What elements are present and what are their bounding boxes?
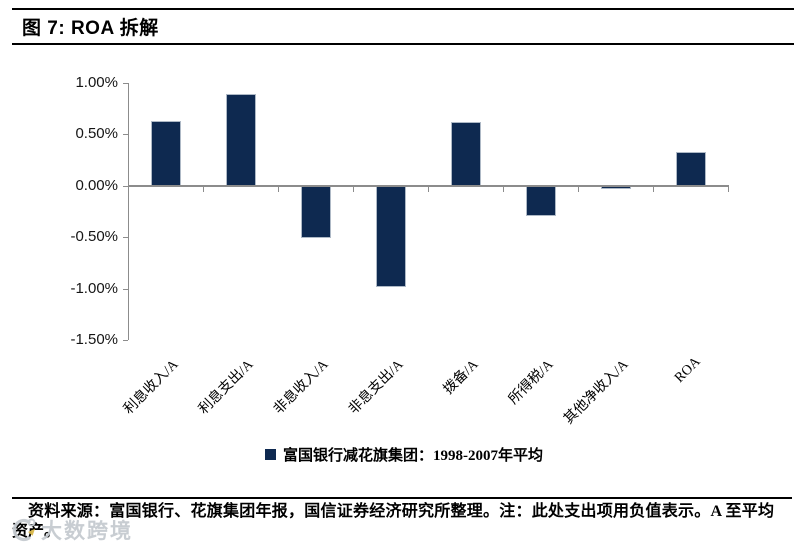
bar-非息支出/A [375,185,406,287]
bar-所得税/A [525,185,556,216]
y-tick-mark [123,288,128,290]
plot-area: 1.00% 0.50% 0.00% -0.50% -1.00% -1.50% 利息收入/A 利… [0,60,808,497]
x-tick-mark [203,185,204,192]
bar-非息收入/A [300,185,331,239]
header-bottom-rule [12,43,794,45]
y-tick-mark [123,83,128,84]
roa-decomposition-chart: 1.00% 0.50% 0.00% -0.50% -1.00% -1.50% 利息收入/A 利… [0,60,808,497]
legend: 富国银行减花旗集团：1998-2007年平均 [0,444,808,465]
bar-利息收入/A [150,121,181,186]
x-tick-mark [653,185,654,192]
legend-label: 富国银行减花旗集团：1998-2007年平均 [283,448,543,464]
x-tick-mark [578,185,579,192]
watermark-label: 大数跨境 [41,520,133,543]
y-tick-mark [123,237,128,239]
header-top-rule [12,8,794,10]
x-tick-mark [278,185,279,192]
bar-利息支出/A [225,94,256,186]
watermark-logo-icon [12,518,36,542]
y-tick-mark [123,134,128,136]
x-tick-mark [353,185,354,192]
footer: 资料来源：富国银行、花旗集团年报，国信证券经济研究所整理。注：此处支出项用负值表… [12,497,792,541]
bar-ROA [675,151,706,186]
y-tick-mark [123,340,128,341]
y-tick-label-0: 1.00% [75,74,118,91]
source-note: 资料来源：富国银行、花旗集团年报，国信证券经济研究所整理。注：此处支出项用负值表… [12,503,774,540]
figure-title: 图 7: ROA 拆解 [22,18,159,39]
bar-拨备/A [450,122,481,186]
x-tick-mark [428,185,429,192]
watermark: 大数跨境 [8,515,133,545]
y-tick-label-2: 0.00% [75,176,118,194]
x-tick-mark [728,185,729,192]
legend-swatch-icon [265,449,276,460]
x-tick-mark [503,185,504,192]
y-tick-label-5: -1.50% [70,331,118,348]
y-axis-line [128,83,129,340]
y-tick-label-1: 0.50% [75,125,118,143]
y-tick-label-4: -1.00% [70,279,118,297]
y-tick-mark [123,185,128,187]
y-tick-label-3: -0.50% [70,228,118,246]
